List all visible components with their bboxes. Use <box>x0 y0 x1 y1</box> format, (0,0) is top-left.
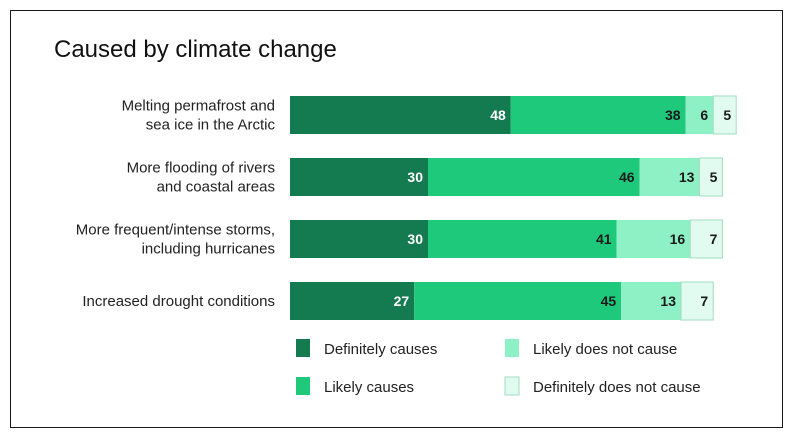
bar-segment <box>290 282 415 320</box>
value-label: 5 <box>723 107 731 123</box>
bar-segment <box>290 220 428 258</box>
value-label: 5 <box>710 169 718 185</box>
legend-swatch <box>296 339 310 357</box>
value-label: 48 <box>490 107 506 123</box>
value-label: 16 <box>670 231 686 247</box>
bar-segment <box>639 158 700 196</box>
bar-segment <box>680 281 714 321</box>
legend-swatch <box>505 339 519 357</box>
chart-title: Caused by climate change <box>54 36 337 63</box>
value-label: 30 <box>407 169 423 185</box>
category-label: More frequent/intense storms, <box>76 222 275 239</box>
value-label: 13 <box>660 293 676 309</box>
category-label: Increased drought conditions <box>82 293 275 310</box>
chart-frame <box>10 10 783 428</box>
bar-segment <box>698 157 723 197</box>
value-label: 6 <box>700 107 708 123</box>
bar-segment <box>510 96 686 134</box>
bar-segment <box>428 158 640 196</box>
category-label: sea ice in the Arctic <box>146 117 276 134</box>
bar-segment <box>616 220 691 258</box>
bar-segment <box>290 96 511 134</box>
value-label: 7 <box>710 231 718 247</box>
category-label: and coastal areas <box>157 179 275 196</box>
value-label: 41 <box>596 231 612 247</box>
legend-label: Definitely does not cause <box>533 379 701 396</box>
legend-swatch <box>296 377 310 395</box>
bar-segment <box>712 95 737 135</box>
category-label: More flooding of rivers <box>127 160 275 177</box>
bar-segment <box>685 96 714 134</box>
legend-label: Likely causes <box>324 379 414 396</box>
value-label: 27 <box>394 293 410 309</box>
value-label: 13 <box>679 169 695 185</box>
value-label: 30 <box>407 231 423 247</box>
bar-segment <box>689 219 723 259</box>
bar-segment <box>414 282 622 320</box>
value-label: 7 <box>700 293 708 309</box>
bar-segment <box>290 158 428 196</box>
value-label: 45 <box>601 293 617 309</box>
value-label: 38 <box>665 107 681 123</box>
category-label: including hurricanes <box>142 241 275 258</box>
legend-label: Likely does not cause <box>533 341 677 358</box>
value-label: 46 <box>619 169 635 185</box>
legend-label: Definitely causes <box>324 341 437 358</box>
category-label: Melting permafrost and <box>122 98 275 115</box>
bar-segment <box>428 220 617 258</box>
legend-swatch <box>504 376 520 396</box>
bar-segment <box>621 282 681 320</box>
